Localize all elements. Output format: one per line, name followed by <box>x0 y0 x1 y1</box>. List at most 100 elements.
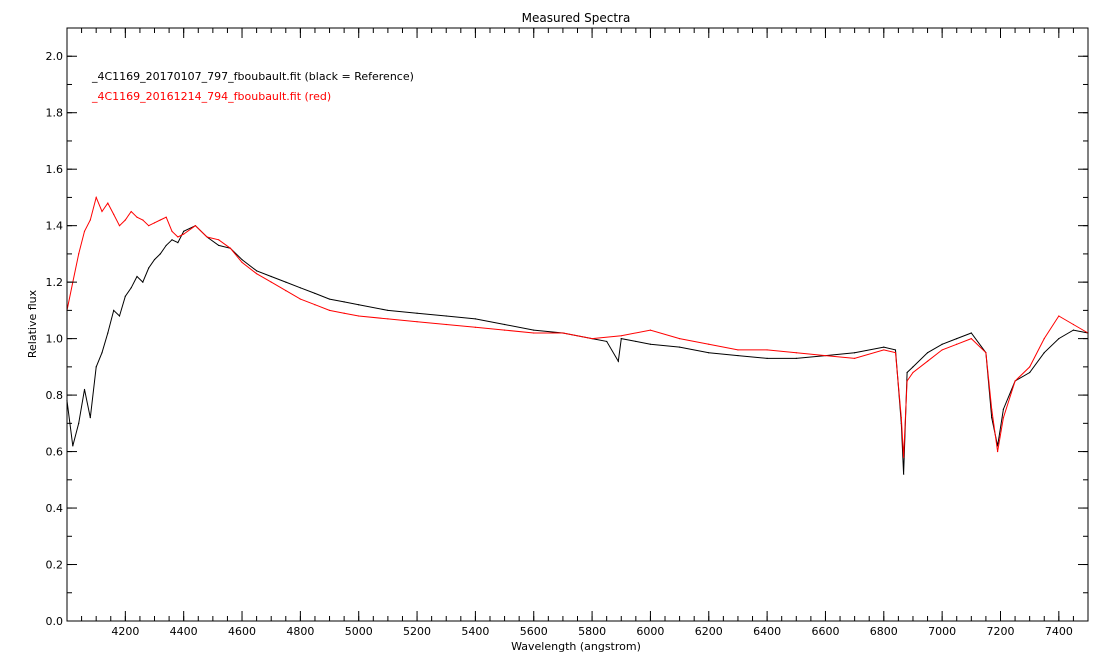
y-tick-label: 1.4 <box>46 220 64 233</box>
series-line-1 <box>66 225 1089 475</box>
series-2-point <box>912 371 914 374</box>
series-1-point <box>1058 338 1060 340</box>
series-2-point <box>941 349 943 351</box>
series-1-point <box>343 301 345 303</box>
x-tick-label: 6000 <box>636 625 664 638</box>
x-tick-label: 4200 <box>111 625 139 638</box>
series-2-point <box>903 456 905 458</box>
series-2-point <box>177 236 179 238</box>
series-2-point <box>107 202 109 204</box>
series-2-point <box>679 338 681 340</box>
y-tick-label: 0.2 <box>46 559 64 572</box>
x-tick-label: 5600 <box>520 625 548 638</box>
series-1-point <box>941 343 943 345</box>
series-2-point <box>956 343 958 345</box>
x-tick-label: 4400 <box>170 625 198 638</box>
series-2-point <box>445 323 447 326</box>
series-2-point <box>533 332 535 334</box>
legend: _4C1169_20170107_797_fboubault.fit (blac… <box>91 70 414 103</box>
series-2-point <box>991 408 993 410</box>
series-2-point <box>1058 315 1060 317</box>
series-1-point <box>416 312 418 314</box>
x-tick-label: 6400 <box>753 625 781 638</box>
series-1-point <box>617 360 619 362</box>
x-tick-label: 7000 <box>928 625 956 638</box>
series-1-point <box>358 304 360 306</box>
x-tick-label: 6600 <box>811 625 839 638</box>
series-1-point <box>78 422 80 424</box>
series-2-point <box>241 261 243 263</box>
series-1-point <box>124 295 126 297</box>
series-2-point <box>165 216 167 218</box>
series-2-point <box>906 380 908 382</box>
series-2-point <box>737 349 739 351</box>
y-tick-label: 0.8 <box>46 389 64 402</box>
series-2-point <box>795 352 797 354</box>
series-1-point <box>153 258 156 261</box>
series-2-point <box>854 357 856 359</box>
series-2-point <box>89 219 91 221</box>
series-1-point <box>177 242 179 244</box>
series-1-point <box>533 329 535 331</box>
x-tick-label: 5800 <box>578 625 606 638</box>
series-2-point <box>256 273 258 275</box>
series-1-point <box>620 338 622 340</box>
series-1-point <box>649 343 652 345</box>
series-1-point <box>606 340 608 343</box>
series-2-point <box>136 216 138 218</box>
series-1-point <box>299 287 301 289</box>
series-1-point <box>1029 371 1031 374</box>
y-tick-label: 1.6 <box>46 163 64 176</box>
series-1-point <box>95 366 97 368</box>
series-2-point <box>194 225 196 227</box>
series-2-point <box>649 329 652 331</box>
series-1-point <box>148 267 150 269</box>
series-1-point <box>1002 408 1005 410</box>
series-2-point <box>387 318 389 320</box>
series-1-point <box>903 473 905 475</box>
series-1-point <box>101 352 103 354</box>
y-tick-label: 1.8 <box>46 107 64 120</box>
series-1-point <box>130 287 132 289</box>
series-2-point <box>1072 323 1075 326</box>
series-2-point <box>142 219 144 221</box>
series-1-point <box>241 258 243 261</box>
series-2-point <box>130 210 132 213</box>
series-2-point <box>148 225 150 227</box>
series-2-point <box>1043 338 1045 340</box>
series-1-point <box>142 281 144 283</box>
series-1-point <box>256 270 258 272</box>
series-1-point <box>183 230 185 232</box>
y-tick-label: 1.0 <box>46 333 64 346</box>
series-2-point <box>124 219 126 221</box>
series-2-point <box>926 360 929 362</box>
series-2-point <box>229 247 231 249</box>
x-axis: 4200 4400 4600 4800 5000 5200 5400 5600 5800 6000… <box>81 28 1074 638</box>
series-2-point <box>591 338 593 340</box>
series-1-point <box>854 352 856 354</box>
series-1-point <box>285 281 287 283</box>
series-1-point <box>679 346 681 348</box>
series-1-point <box>503 323 506 326</box>
series-1-point <box>270 275 272 278</box>
series-1-point <box>737 354 739 357</box>
series-1-point <box>72 445 74 447</box>
x-axis-title: Wavelength (angstrom) <box>511 640 641 653</box>
series-1-point <box>1072 329 1075 331</box>
series-1-point <box>956 338 958 340</box>
series-2-point <box>985 352 987 354</box>
series-2-point <box>171 230 173 232</box>
series-1-point <box>171 239 173 241</box>
series-1-point <box>795 357 797 359</box>
chart-title: Measured Spectra <box>522 11 631 25</box>
series-1-point <box>83 388 86 391</box>
series-1-point <box>314 292 316 295</box>
series-2-point <box>153 222 156 224</box>
series-2-point <box>1029 366 1031 368</box>
y-tick-label: 0.0 <box>46 615 64 628</box>
x-tick-label: 6200 <box>695 625 723 638</box>
series-2-point <box>183 233 185 235</box>
series-2-point <box>314 304 316 306</box>
x-tick-label: 5200 <box>403 625 431 638</box>
